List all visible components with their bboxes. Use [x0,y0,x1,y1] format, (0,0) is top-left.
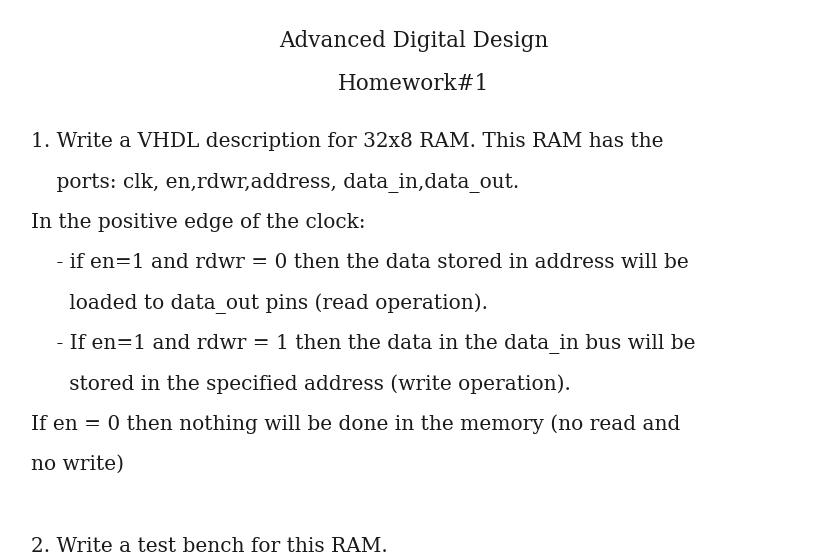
Text: 1. Write a VHDL description for 32x8 RAM. This RAM has the: 1. Write a VHDL description for 32x8 RAM… [31,132,663,151]
Text: Advanced Digital Design: Advanced Digital Design [279,30,548,52]
Text: 2. Write a test bench for this RAM.: 2. Write a test bench for this RAM. [31,537,388,552]
Text: - If en=1 and rdwr = 1 then the data in the data_in bus will be: - If en=1 and rdwr = 1 then the data in … [31,334,696,354]
Text: no write): no write) [31,455,124,474]
Text: ports: clk, en,rdwr,address, data_in,data_out.: ports: clk, en,rdwr,address, data_in,dat… [31,173,519,193]
Text: If en = 0 then nothing will be done in the memory (no read and: If en = 0 then nothing will be done in t… [31,415,680,434]
Text: loaded to data_out pins (read operation).: loaded to data_out pins (read operation)… [31,294,488,314]
Text: Homework#1: Homework#1 [338,73,489,95]
Text: - if en=1 and rdwr = 0 then the data stored in address will be: - if en=1 and rdwr = 0 then the data sto… [31,253,688,272]
Text: In the positive edge of the clock:: In the positive edge of the clock: [31,213,366,232]
Text: stored in the specified address (write operation).: stored in the specified address (write o… [31,374,571,394]
